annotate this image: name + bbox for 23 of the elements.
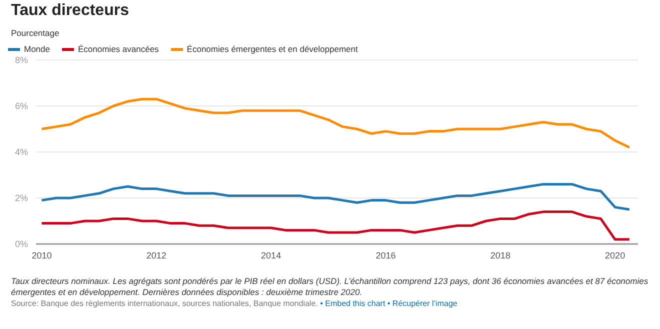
text: • Embed this chart — [320, 299, 386, 308]
legend-label: Monde — [24, 44, 50, 54]
y-tick-label: 4% — [14, 147, 28, 158]
x-tick-label: 2010 — [32, 250, 52, 260]
line-series — [40, 210, 631, 241]
x-tick-label: 2020 — [605, 250, 626, 260]
x-tick-label: 2016 — [376, 250, 396, 260]
legend-label: Économies avancées — [78, 44, 159, 54]
y-axis-title: Pourcentage — [11, 28, 60, 38]
text: Taux directeurs nominaux. Les agrégats sont pondérés par le PIB réel en dollars (USD). L’échantillon comprend 123 pays, dont 36 économies avancées et 87 économies émergentes et en développement. Dernières données disponibles : deuxième trimestre 2020. — [11, 276, 650, 298]
legend-label: Économies émergentes et en développement — [186, 44, 358, 54]
source-note: Source: Banque des règlements internationaux, sources nationales, Banque mondiale. — [11, 299, 318, 308]
y-tick-label: 2% — [14, 193, 28, 204]
y-tick-label: 0% — [14, 239, 28, 250]
line-series — [40, 182, 631, 211]
y-tick-label: 8% — [14, 55, 28, 66]
line-series — [40, 98, 631, 149]
y-tick-label: 6% — [14, 101, 28, 112]
chart-title: Taux directeurs — [11, 2, 130, 20]
x-tick-label: 2012 — [146, 250, 166, 260]
text: • Récupérer l’image — [387, 299, 458, 308]
x-tick-label: 2014 — [261, 250, 282, 260]
x-tick-label: 2018 — [490, 250, 510, 260]
